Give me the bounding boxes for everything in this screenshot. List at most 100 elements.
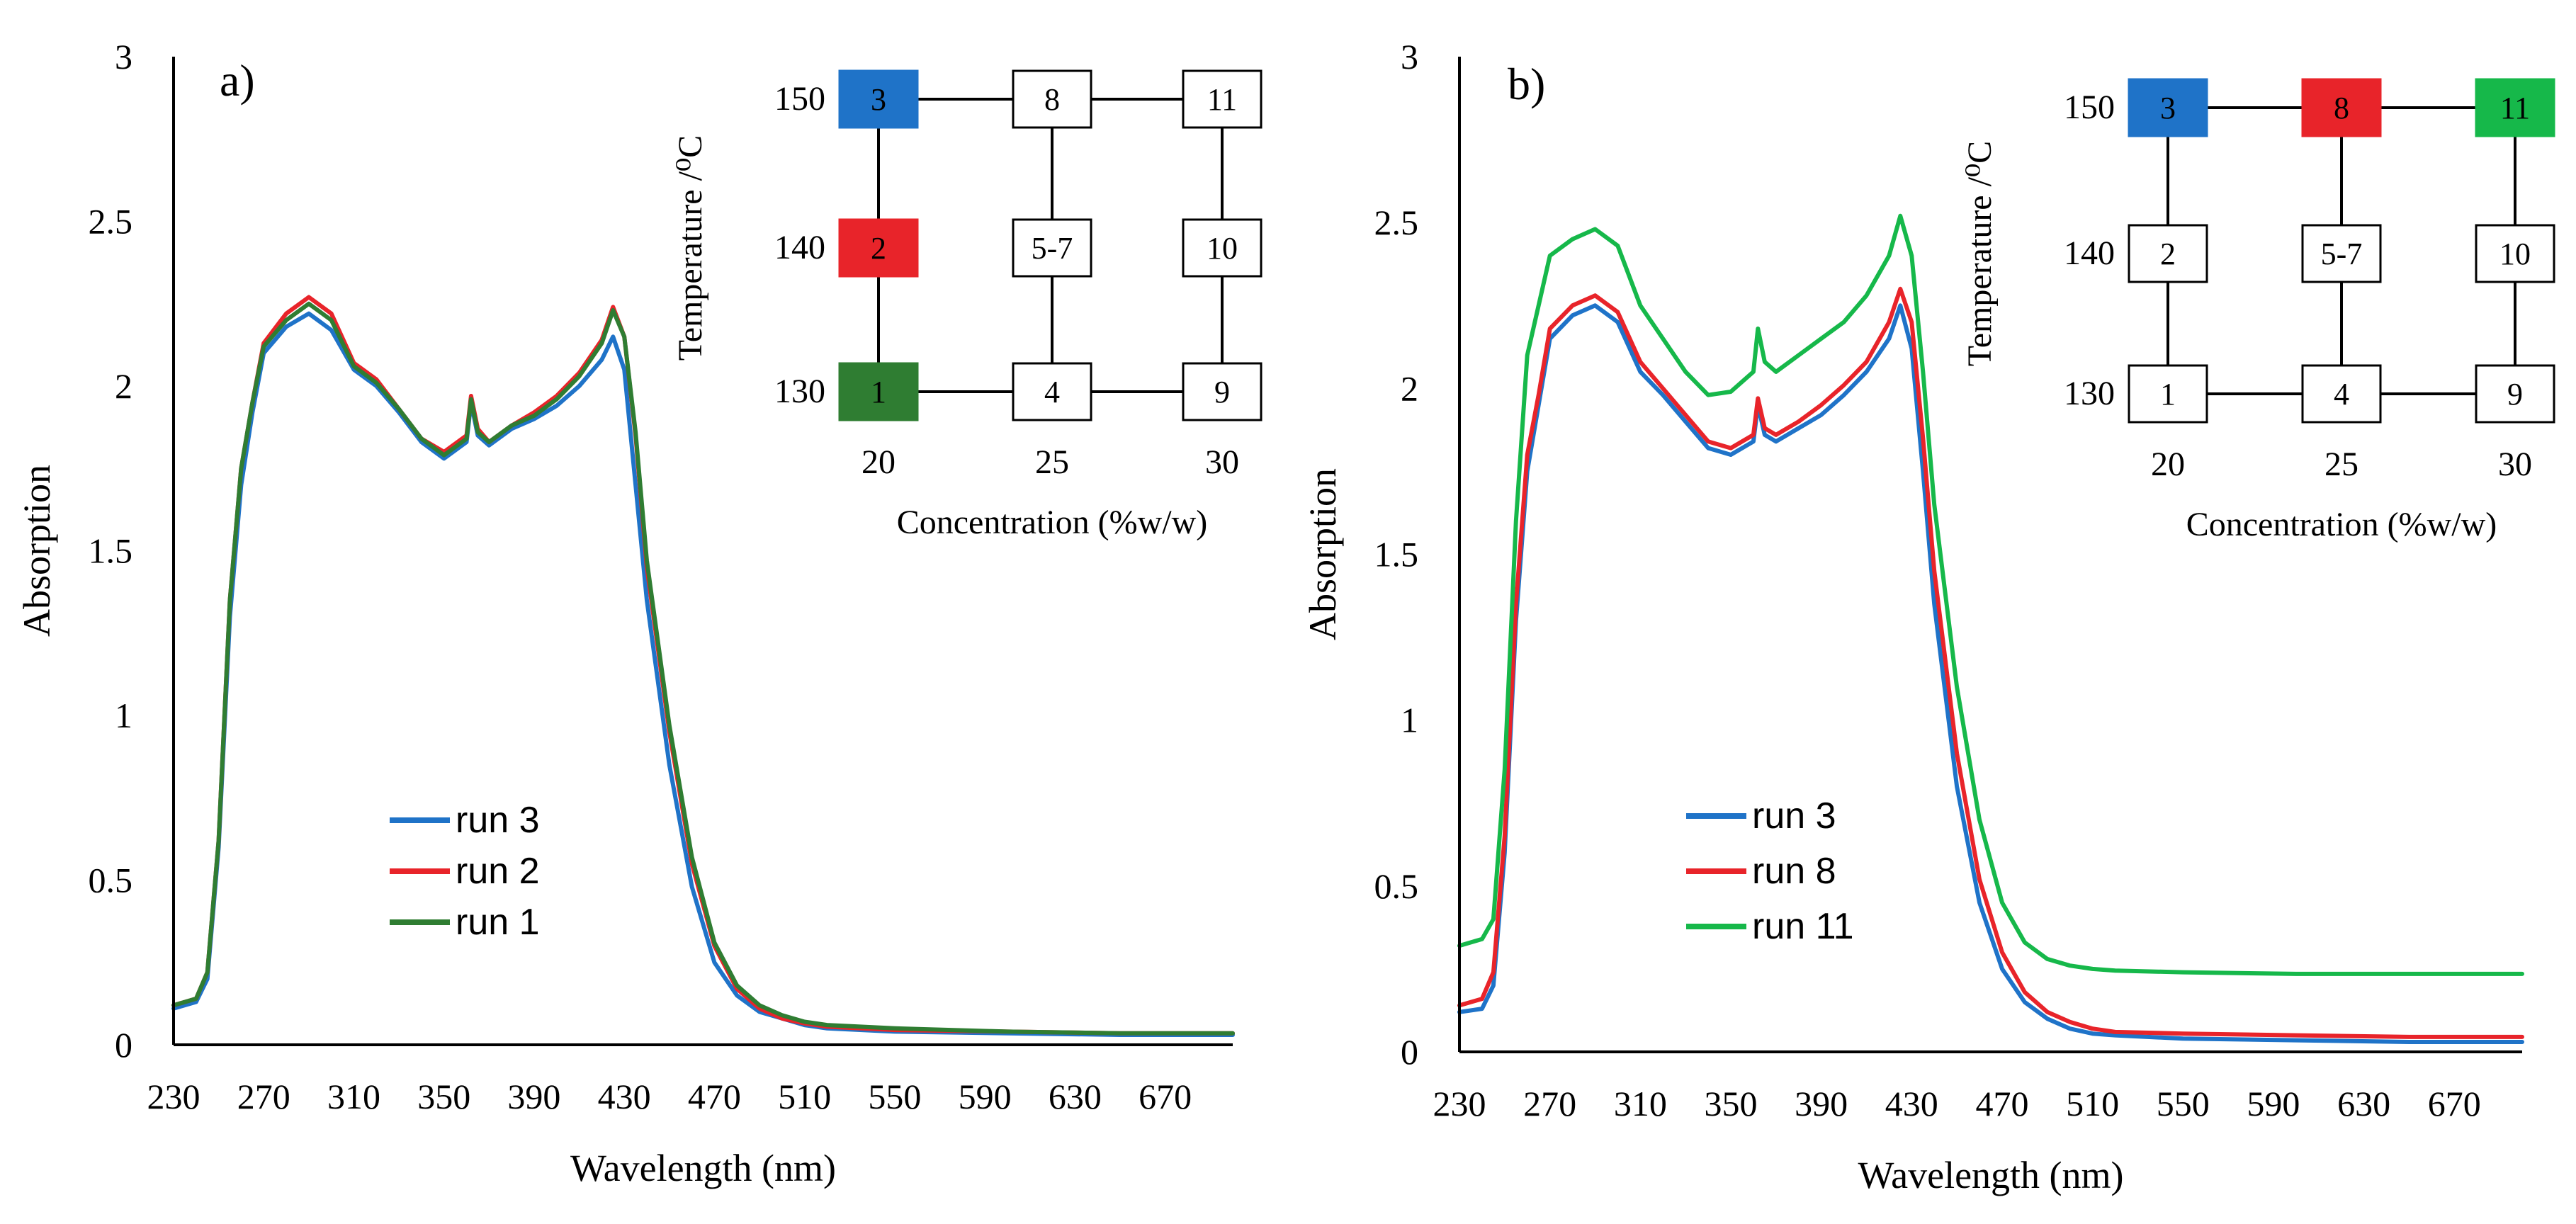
inset-y-title: Temperature /⁰C <box>1961 141 1999 366</box>
inset-cell-label: 4 <box>1044 375 1060 409</box>
inset-cell-box <box>2475 364 2555 424</box>
x-tick-label: 350 <box>1704 1084 1757 1123</box>
inset-cell-label: 9 <box>1214 375 1230 409</box>
panel-label: b) <box>1508 59 1545 109</box>
y-tick-label: 1.5 <box>1374 535 1419 574</box>
y-tick-label: 2 <box>115 366 132 406</box>
inset-cell-label: 11 <box>2500 91 2530 125</box>
y-tick-label: 2.5 <box>1374 203 1419 242</box>
inset-cell-label: 2 <box>2160 237 2176 271</box>
inset-cell-label: 1 <box>871 375 886 409</box>
inset-cell-label: 5-7 <box>2321 237 2363 271</box>
inset-cell-box <box>1012 69 1092 129</box>
y-tick-label: 3 <box>115 37 132 76</box>
inset-cell-label: 8 <box>1044 82 1060 117</box>
x-tick-label: 430 <box>598 1077 651 1116</box>
legend-label: run 3 <box>1752 795 1836 837</box>
series-line-run-1 <box>171 301 1235 1036</box>
inset-cell-box <box>1012 362 1092 421</box>
x-tick-label: 470 <box>1975 1084 2028 1123</box>
y-tick-label: 0 <box>1401 1032 1418 1072</box>
inset-x-tick: 25 <box>2324 446 2358 483</box>
inset-cell-label: 2 <box>871 231 886 266</box>
inset-x-title: Concentration (%w/w) <box>2186 506 2497 543</box>
x-axis-title: Wavelength (nm) <box>1858 1154 2123 1196</box>
inset-x-title: Concentration (%w/w) <box>897 504 1208 541</box>
panel-label: a) <box>220 55 255 106</box>
x-tick-label: 590 <box>2247 1084 2300 1123</box>
y-tick-label: 0.5 <box>89 861 133 900</box>
inset-diagram: 3 8 11 2 5-7 10 1 4 9 150 140 130 <box>672 69 1262 541</box>
inset-cell-label: 9 <box>2507 377 2523 412</box>
inset-y-tick: 130 <box>774 373 825 410</box>
x-tick-label: 510 <box>778 1077 831 1116</box>
x-tick-label: 270 <box>1523 1084 1576 1123</box>
y-tick-labels: 0 0.5 1 1.5 2 2.5 3 <box>1374 37 1419 1072</box>
x-tick-label: 310 <box>1614 1084 1667 1123</box>
x-tick-label: 430 <box>1885 1084 1938 1123</box>
inset-cell-label: 3 <box>871 82 886 117</box>
y-axis-title: Absorption <box>16 465 58 637</box>
y-tick-label: 1.5 <box>89 531 133 571</box>
series-group <box>171 295 1235 1037</box>
series-line-run-8 <box>1457 286 2524 1039</box>
legend-label: run 3 <box>456 800 540 841</box>
x-tick-label: 230 <box>1433 1084 1486 1123</box>
inset-cell-label: 1 <box>2160 377 2176 412</box>
inset-x-tick: 25 <box>1035 443 1069 481</box>
y-tick-label: 0.5 <box>1374 866 1419 906</box>
series-group <box>1457 213 2524 1044</box>
inset-cell-box <box>838 69 919 129</box>
inset-cell-label: 11 <box>1207 82 1237 117</box>
inset-cell-box <box>2128 224 2208 283</box>
legend: run 3 run 2 run 1 <box>390 800 540 943</box>
inset-cell-box <box>2301 224 2382 283</box>
inset-cell-box <box>838 362 919 421</box>
x-tick-label: 550 <box>2157 1084 2210 1123</box>
x-tick-labels: 230 270 310 350 390 430 470 510 550 590 … <box>147 1077 1192 1116</box>
y-tick-label: 2.5 <box>89 202 133 242</box>
inset-y-tick: 150 <box>774 80 825 118</box>
inset-cell-box <box>1182 218 1262 278</box>
x-tick-label: 510 <box>2066 1084 2119 1123</box>
inset-cell-box <box>2475 78 2555 137</box>
x-tick-label: 350 <box>417 1077 470 1116</box>
inset-cell-box <box>2301 364 2382 424</box>
y-tick-labels: 0 0.5 1 1.5 2 2.5 3 <box>89 37 133 1065</box>
inset-cell-label: 5-7 <box>1032 231 1073 266</box>
inset-cell-box <box>2475 224 2555 283</box>
y-axis-title: Absorption <box>1301 468 1344 640</box>
x-tick-label: 270 <box>237 1077 290 1116</box>
y-tick-label: 1 <box>1401 701 1418 740</box>
inset-x-tick: 20 <box>2151 446 2185 483</box>
series-line-run-11 <box>1457 213 2524 976</box>
inset-cell-box <box>2128 364 2208 424</box>
legend-label: run 11 <box>1752 906 1854 947</box>
x-tick-labels: 230 270 310 350 390 430 470 510 550 590 … <box>1433 1084 2481 1123</box>
inset-diagram: 3 8 11 2 5-7 10 1 4 9 150 140 130 <box>1961 78 2555 543</box>
inset-cell-label: 10 <box>1207 231 1238 266</box>
x-tick-label: 470 <box>688 1077 741 1116</box>
x-tick-label: 670 <box>1139 1077 1192 1116</box>
inset-cell-box <box>838 218 919 278</box>
panel-b: b) 0 0.5 1 1.5 2 2.5 3 230 270 310 350 3… <box>1301 37 2555 1196</box>
inset-y-tick: 140 <box>2064 234 2115 272</box>
legend: run 3 run 8 run 11 <box>1686 795 1854 947</box>
inset-cell-label: 3 <box>2160 91 2176 125</box>
inset-cell-box <box>2128 78 2208 137</box>
x-tick-label: 590 <box>959 1077 1012 1116</box>
inset-y-tick: 140 <box>774 229 825 266</box>
inset-cell-label: 4 <box>2334 377 2349 412</box>
inset-cell-box <box>1012 218 1092 278</box>
x-tick-label: 230 <box>147 1077 200 1116</box>
panel-a: a) 0 0.5 1 1.5 2 2.5 3 230 270 310 350 3… <box>16 37 1262 1189</box>
inset-cells: 3 8 11 2 5-7 10 1 4 9 <box>2128 78 2555 424</box>
inset-y-tick: 150 <box>2064 89 2115 126</box>
legend-label: run 2 <box>456 851 540 892</box>
inset-x-tick: 30 <box>2498 446 2532 483</box>
inset-cell-label: 8 <box>2334 91 2349 125</box>
x-tick-label: 550 <box>868 1077 921 1116</box>
inset-cell-label: 10 <box>2499 237 2531 271</box>
